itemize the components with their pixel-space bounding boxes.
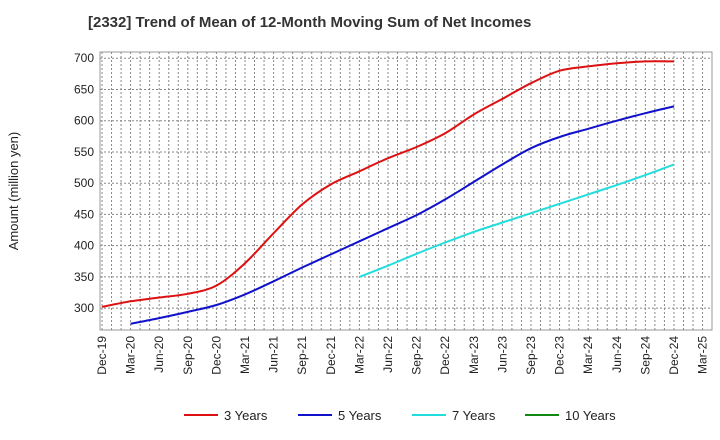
x-tick-label: Mar-23	[467, 336, 481, 374]
series-lines	[101, 60, 675, 325]
y-axis-label: Amount (million yen)	[6, 132, 21, 251]
x-tick-label: Sep-23	[524, 336, 538, 375]
x-tick-label: Mar-21	[238, 336, 252, 374]
x-tick-label: Mar-25	[696, 336, 710, 374]
y-tick-label: 700	[74, 51, 94, 65]
y-tick-label: 600	[74, 114, 94, 128]
x-tick-label: Dec-23	[553, 336, 567, 375]
x-tick-label: Sep-22	[410, 336, 424, 375]
x-tick-label: Sep-24	[638, 336, 652, 375]
y-tick-label: 300	[74, 301, 94, 315]
y-tick-label: 650	[74, 82, 94, 96]
legend-label: 5 Years	[338, 408, 382, 423]
x-tick-label: Jun-21	[267, 336, 281, 373]
plot-area	[99, 51, 713, 331]
x-tick-label: Mar-20	[124, 336, 138, 374]
x-tick-label: Dec-22	[438, 336, 452, 375]
x-axis: Dec-19 Mar-20 Jun-20 Sep-20 Dec-20 Mar-21 Jun-…	[95, 336, 710, 375]
x-tick-label: Jun-24	[610, 336, 624, 373]
y-tick-label: 400	[74, 239, 94, 253]
x-tick-label: Mar-22	[352, 336, 366, 374]
x-tick-label: Jun-22	[381, 336, 395, 373]
x-tick-label: Mar-24	[581, 336, 595, 374]
legend: 3 Years 5 Years 7 Years 10 Years	[184, 408, 616, 423]
legend-label: 3 Years	[224, 408, 268, 423]
grid-lines	[100, 52, 712, 330]
x-tick-label: Jun-23	[495, 336, 509, 373]
chart-title: [2332] Trend of Mean of 12-Month Moving …	[88, 14, 532, 31]
series-line-7-years	[359, 163, 675, 278]
y-tick-label: 450	[74, 207, 94, 221]
x-tick-label: Sep-21	[295, 336, 309, 375]
y-tick-label: 500	[74, 176, 94, 190]
legend-label: 10 Years	[565, 408, 616, 423]
y-tick-label: 550	[74, 145, 94, 159]
y-tick-label: 350	[74, 270, 94, 284]
series-line-3-years	[101, 60, 675, 308]
series-line-5-years	[130, 105, 675, 325]
x-tick-label: Dec-19	[95, 336, 109, 375]
x-tick-label: Dec-20	[209, 336, 223, 375]
legend-label: 7 Years	[452, 408, 496, 423]
x-tick-label: Dec-21	[324, 336, 338, 375]
y-axis: 300 350 400 450 500 550 600 650 700	[74, 51, 94, 315]
x-tick-label: Dec-24	[667, 336, 681, 375]
x-tick-label: Sep-20	[181, 336, 195, 375]
x-tick-label: Jun-20	[152, 336, 166, 373]
